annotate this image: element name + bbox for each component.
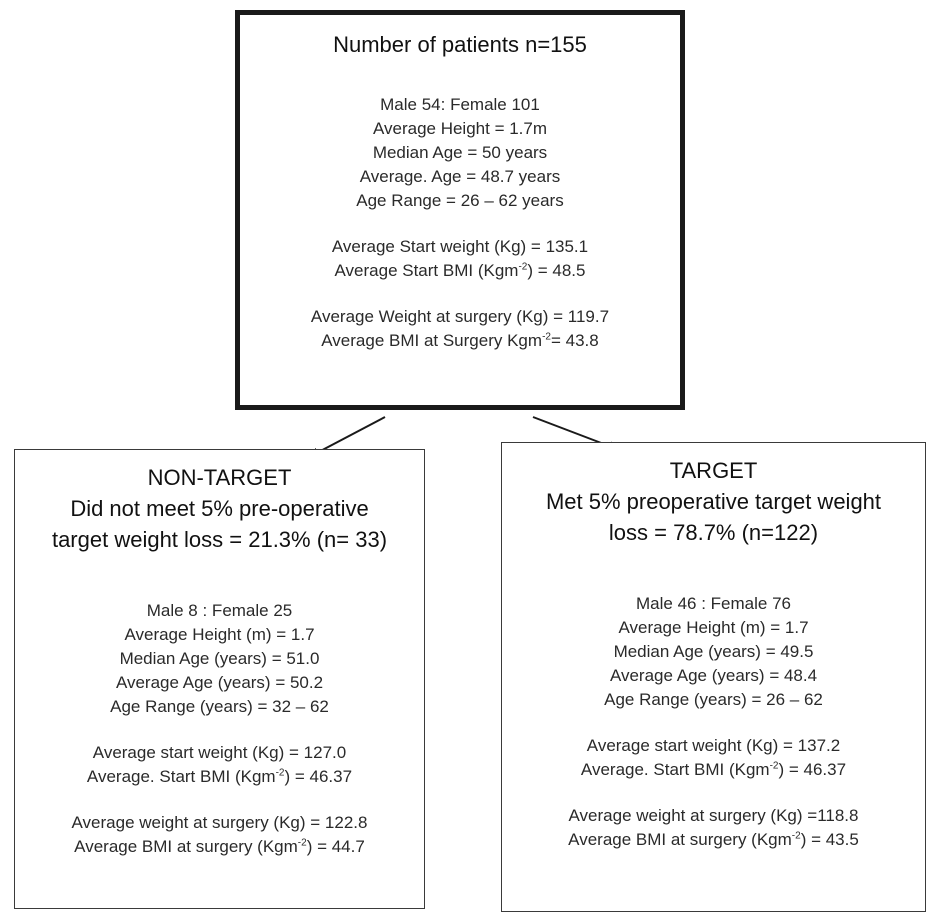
target-title: TARGET	[669, 458, 758, 483]
demographic-line: Median Age = 50 years	[372, 143, 548, 162]
non-target-subtitle: target weight loss = 21.3% (n= 33)	[51, 527, 388, 552]
target-box: TARGET Met 5% preoperative target weight…	[501, 442, 926, 912]
total-patients-box: Number of patients n=155 Male 54: Female…	[235, 10, 685, 410]
demographic-line: Male 54: Female 101	[380, 95, 540, 114]
start-weight-line: Average start weight (Kg) = 137.2	[586, 736, 841, 755]
surgery-bmi-line: Average BMI at surgery (Kgm-2) = 43.5	[568, 830, 859, 849]
demographic-line: Median Age (years) = 49.5	[613, 642, 814, 661]
total-patients-title: Number of patients n=155	[333, 32, 587, 57]
surgery-weight-line: Average weight at surgery (Kg) = 122.8	[71, 813, 368, 832]
non-target-subtitle: Did not meet 5% pre-operative	[70, 496, 369, 521]
demographic-line: Age Range (years) = 32 – 62	[110, 697, 329, 716]
start-weight-line: Average Start weight (Kg) = 135.1	[331, 237, 589, 256]
demographic-line: Age Range (years) = 26 – 62	[604, 690, 823, 709]
start-bmi-line: Average. Start BMI (Kgm-2) = 46.37	[86, 767, 353, 786]
demographic-line: Male 46 : Female 76	[636, 594, 791, 613]
target-subtitle: loss = 78.7% (n=122)	[608, 520, 819, 545]
non-target-box: NON-TARGET Did not meet 5% pre-operative…	[14, 449, 425, 909]
start-weight-line: Average start weight (Kg) = 127.0	[92, 743, 347, 762]
demographic-line: Median Age (years) = 51.0	[119, 649, 320, 668]
start-bmi-line: Average Start BMI (Kgm-2) = 48.5	[334, 261, 586, 280]
demographic-line: Average. Age = 48.7 years	[359, 167, 561, 186]
start-bmi-line: Average. Start BMI (Kgm-2) = 46.37	[580, 760, 847, 779]
surgery-bmi-line: Average BMI at Surgery Kgm-2= 43.8	[321, 331, 599, 350]
demographic-line: Male 8 : Female 25	[146, 601, 293, 620]
demographic-line: Average Height = 1.7m	[372, 119, 548, 138]
surgery-bmi-line: Average BMI at surgery (Kgm-2) = 44.7	[74, 837, 365, 856]
demographic-line: Average Age (years) = 48.4	[609, 666, 818, 685]
surgery-weight-line: Average Weight at surgery (Kg) = 119.7	[310, 307, 610, 326]
demographic-line: Age Range = 26 – 62 years	[356, 191, 564, 210]
demographic-line: Average Height (m) = 1.7	[124, 625, 315, 644]
target-subtitle: Met 5% preoperative target weight	[545, 489, 882, 514]
demographic-line: Average Age (years) = 50.2	[115, 673, 324, 692]
non-target-title: NON-TARGET	[147, 465, 292, 490]
surgery-weight-line: Average weight at surgery (Kg) =118.8	[568, 806, 859, 825]
demographic-line: Average Height (m) = 1.7	[618, 618, 809, 637]
